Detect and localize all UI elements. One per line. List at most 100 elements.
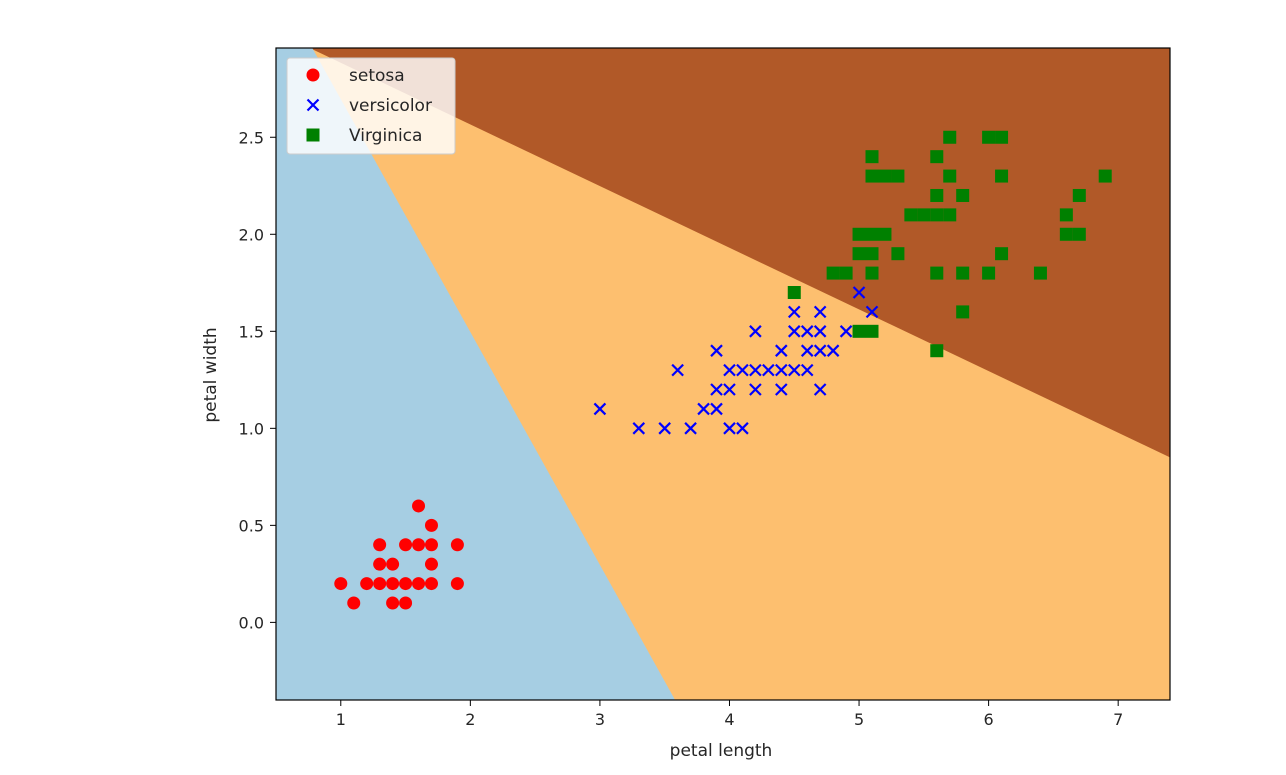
x-tick-label: 6: [984, 710, 994, 729]
data-point: [1072, 188, 1086, 202]
data-point: [826, 266, 840, 280]
data-point: [813, 325, 827, 338]
data-point: [865, 266, 879, 280]
y-tick-label: 2.0: [239, 225, 264, 244]
y-tick-label: 1.0: [239, 419, 264, 438]
data-point: [878, 169, 892, 183]
data-point: [930, 188, 944, 202]
data-point: [865, 324, 879, 338]
data-point: [373, 577, 387, 591]
x-tick-label: 3: [595, 710, 605, 729]
data-point: [865, 169, 879, 183]
data-point: [723, 383, 736, 396]
data-point: [334, 577, 348, 591]
legend-label: setosa: [349, 66, 405, 86]
data-point: [749, 383, 762, 396]
data-point: [736, 422, 749, 435]
legend: setosa versicolor Virginica: [286, 57, 456, 155]
data-point: [373, 538, 387, 552]
legend-label: versicolor: [349, 96, 432, 116]
data-point: [995, 169, 1009, 183]
region-setosa: [276, 48, 676, 700]
data-point: [917, 208, 931, 222]
data-point: [813, 344, 827, 357]
data-point: [865, 150, 879, 164]
data-point: [943, 169, 957, 183]
data-point: [762, 363, 775, 377]
data-point: [930, 150, 944, 164]
data-point: [671, 363, 684, 377]
x-tick-label: 4: [724, 710, 734, 729]
data-point: [956, 188, 970, 202]
data-point: [1072, 227, 1086, 241]
y-axis-ticks: 0.0 0.5 1.0 1.5 2.0 2.5: [239, 128, 276, 632]
data-point: [826, 344, 840, 357]
data-point: [593, 402, 607, 416]
data-point: [943, 130, 957, 144]
data-point: [373, 557, 387, 571]
data-point: [891, 169, 905, 183]
data-point: [800, 363, 814, 377]
series-versicolor: [593, 286, 879, 435]
data-point: [787, 325, 801, 338]
data-point: [852, 227, 866, 241]
data-point: [787, 363, 801, 377]
x-tick-label: 5: [854, 710, 864, 729]
data-point: [399, 538, 413, 552]
data-point: [412, 538, 426, 552]
data-point: [1098, 169, 1112, 183]
data-point: [684, 422, 697, 435]
data-point: [813, 383, 827, 396]
series-virginica: [787, 130, 1112, 358]
data-point: [424, 518, 438, 532]
data-point: [904, 208, 918, 222]
legend-marker-virginica: [306, 128, 320, 142]
data-point: [710, 344, 723, 357]
data-point: [865, 247, 879, 261]
data-point: [852, 324, 866, 338]
data-point: [839, 266, 853, 280]
data-points: [334, 130, 1112, 610]
data-point: [386, 557, 400, 571]
data-point: [710, 383, 723, 396]
data-point: [424, 577, 438, 591]
data-point: [787, 305, 801, 319]
legend-marker-versicolor: [306, 98, 320, 112]
data-point: [710, 402, 723, 416]
data-point: [930, 208, 944, 222]
data-point: [697, 402, 710, 416]
data-point: [982, 266, 996, 280]
legend-marker-setosa: [306, 68, 320, 82]
data-point: [878, 227, 892, 241]
data-point: [386, 596, 400, 610]
series-setosa: [334, 499, 464, 610]
data-point: [424, 538, 438, 552]
y-tick-label: 1.5: [239, 322, 264, 341]
x-tick-label: 7: [1113, 710, 1123, 729]
data-point: [658, 422, 671, 435]
data-point: [736, 363, 749, 377]
data-point: [995, 247, 1009, 261]
data-point: [865, 227, 879, 241]
data-point: [943, 208, 957, 222]
x-tick-label: 1: [336, 710, 346, 729]
y-axis-label: petal width: [201, 327, 221, 422]
y-tick-label: 0.0: [239, 613, 264, 632]
x-axis-label: petal length: [670, 741, 773, 761]
data-point: [749, 363, 762, 377]
data-point: [632, 422, 646, 435]
data-point: [982, 130, 996, 144]
plot-frame: [275, 47, 1171, 701]
data-point: [800, 344, 814, 357]
data-point: [930, 344, 944, 358]
data-point: [723, 422, 736, 435]
data-point: [723, 363, 736, 377]
data-point: [852, 247, 866, 261]
data-point: [956, 305, 970, 319]
data-point: [450, 538, 464, 552]
x-axis-ticks: 1 2 3 4 5 6 7: [336, 700, 1123, 729]
data-point: [865, 305, 879, 319]
data-point: [956, 266, 970, 280]
plot-area: [276, 48, 1170, 700]
